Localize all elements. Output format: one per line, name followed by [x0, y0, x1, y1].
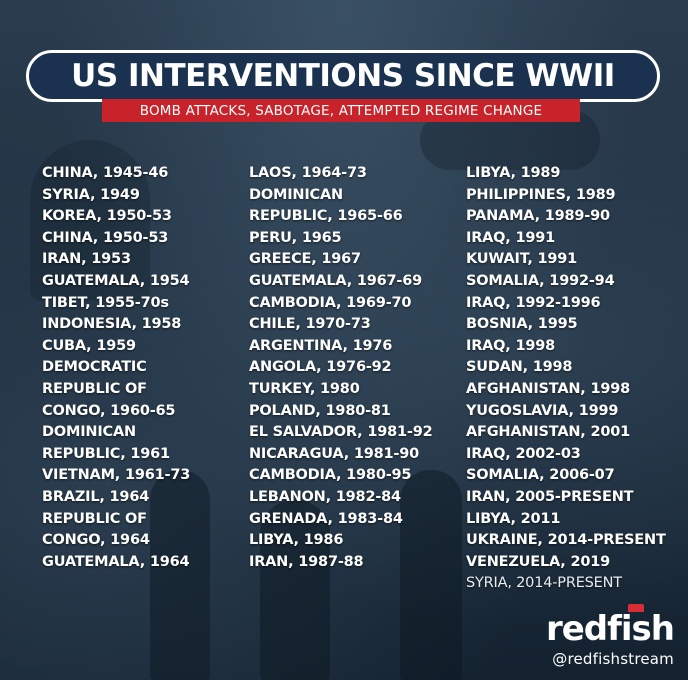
subtitle: BOMB ATTACKS, SABOTAGE, ATTEMPTED REGIME… [139, 102, 543, 119]
list-item: CAMBODIA, 1969-70 [249, 294, 412, 311]
list-item: IRAN, 1987-88 [249, 553, 364, 570]
list-item: GREECE, 1967 [249, 251, 361, 268]
list-item: POLAND, 1980-81 [249, 402, 391, 419]
soldier-silhouette [400, 470, 462, 680]
list-item: TIBET, 1955-70s [42, 294, 169, 311]
intervention-column-3: LIBYA, 1989 PHILIPPINES, 1989 PANAMA, 1989… [466, 163, 666, 595]
list-item: CONGO, 1960-65 [42, 402, 176, 419]
list-item: IRAN, 1953 [42, 251, 131, 268]
list-item: UKRAINE, 2014-PRESENT [466, 532, 666, 549]
list-item: DOMINICAN [249, 186, 343, 203]
list-item: GUATEMALA, 1964 [42, 553, 190, 570]
subtitle-banner: BOMB ATTACKS, SABOTAGE, ATTEMPTED REGIME… [102, 99, 580, 122]
list-item: CAMBODIA, 1980-95 [249, 467, 412, 484]
list-item: NICARAGUA, 1981-90 [249, 445, 420, 462]
list-item: AFGHANISTAN, 2001 [466, 424, 630, 441]
list-item: IRAQ, 1992-1996 [466, 294, 601, 311]
list-item: REPUBLIC OF [42, 380, 147, 397]
list-item: CHINA, 1945-46 [42, 165, 169, 181]
list-item: GUATEMALA, 1954 [42, 272, 190, 289]
list-item: PHILIPPINES, 1989 [466, 186, 616, 203]
list-item: DEMOCRATIC [42, 359, 147, 376]
list-item: CHILE, 1970-73 [249, 316, 371, 333]
list-item: PERU, 1965 [249, 229, 342, 246]
intervention-column-1: CHINA, 1945-46 SYRIA, 1949 KOREA, 1950-53 C… [42, 163, 190, 573]
list-item: CUBA, 1959 [42, 337, 136, 354]
list-item: SUDAN, 1998 [466, 359, 573, 376]
title-banner: US INTERVENTIONS SINCE WWII [26, 50, 660, 102]
list-item: IRAQ, 1998 [466, 337, 556, 354]
list-item: SYRIA, 2014-PRESENT [466, 575, 622, 592]
page-title: US INTERVENTIONS SINCE WWII [71, 58, 615, 94]
list-item: PANAMA, 1989-90 [466, 208, 610, 225]
list-item: REPUBLIC, 1965-66 [249, 208, 403, 225]
list-item: SOMALIA, 1992-94 [466, 272, 615, 289]
list-item: LIBYA, 1986 [249, 532, 344, 549]
list-item: TURKEY, 1980 [249, 380, 360, 397]
list-item: EL SALVADOR, 1981-92 [249, 424, 433, 441]
list-item: VENEZUELA, 2019 [466, 553, 611, 570]
list-item: SYRIA, 1949 [42, 186, 140, 203]
list-item: IRAN, 2005-PRESENT [466, 488, 634, 505]
list-item: LAOS, 1964-73 [249, 165, 367, 181]
list-item: GUATEMALA, 1967-69 [249, 272, 423, 289]
soldier-silhouette [150, 470, 210, 680]
list-item: KOREA, 1950-53 [42, 208, 172, 225]
background-silhouette [30, 140, 150, 300]
list-item: ARGENTINA, 1976 [249, 337, 393, 354]
list-item: BOSNIA, 1995 [466, 316, 578, 333]
list-item: LIBYA, 1989 [466, 165, 561, 181]
list-item: IRAQ, 1991 [466, 229, 556, 246]
graduation-cap-icon [628, 604, 644, 612]
intervention-column-2: LAOS, 1964-73 DOMINICAN REPUBLIC, 1965-66 P… [249, 163, 433, 573]
list-item: KUWAIT, 1991 [466, 251, 578, 268]
list-item: IRAQ, 2002-03 [466, 445, 581, 462]
list-item: LEBANON, 1982-84 [249, 488, 401, 505]
list-item: LIBYA, 2011 [466, 510, 561, 527]
list-item: YUGOSLAVIA, 1999 [466, 402, 619, 419]
list-item: REPUBLIC, 1961 [42, 445, 170, 462]
list-item: BRAZIL, 1964 [42, 488, 150, 505]
soldier-silhouette [260, 500, 330, 680]
brand-handle: @redfishstream [552, 650, 674, 668]
brand-logo: redfish @redfishstream [545, 604, 675, 668]
list-item: DOMINICAN [42, 424, 136, 441]
brand-name: redfish [545, 609, 675, 649]
list-item: INDONESIA, 1958 [42, 316, 182, 333]
list-item: VIETNAM, 1961-73 [42, 467, 191, 484]
list-item: SOMALIA, 2006-07 [466, 467, 615, 484]
list-item: REPUBLIC OF [42, 510, 147, 527]
list-item: CONGO, 1964 [42, 532, 150, 549]
list-item: ANGOLA, 1976-92 [249, 359, 392, 376]
list-item: GRENADA, 1983-84 [249, 510, 403, 527]
list-item: AFGHANISTAN, 1998 [466, 380, 630, 397]
list-item: CHINA, 1950-53 [42, 229, 169, 246]
